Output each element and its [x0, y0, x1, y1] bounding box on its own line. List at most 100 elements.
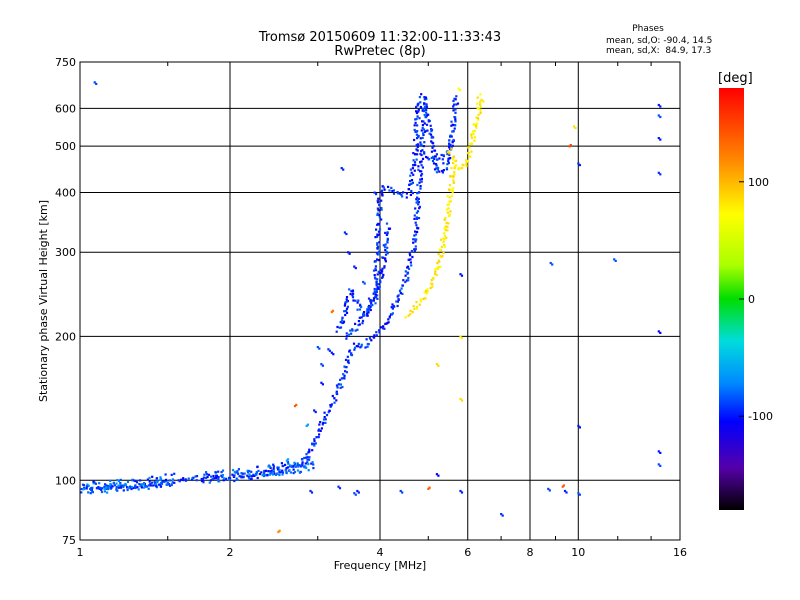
data-point: [384, 253, 388, 256]
data-point: [415, 201, 418, 204]
data-point: [418, 96, 421, 99]
data-point: [441, 171, 444, 174]
data-point: [578, 164, 581, 167]
data-point: [453, 173, 456, 176]
data-point: [96, 486, 99, 490]
data-point: [375, 288, 378, 291]
data-point: [452, 175, 455, 178]
data-point: [284, 469, 287, 472]
data-point: [385, 233, 388, 236]
data-point: [269, 471, 272, 474]
data-point: [657, 330, 660, 333]
colorbar-tick-label: 0: [748, 293, 755, 306]
data-point: [404, 316, 407, 319]
data-point: [298, 471, 301, 474]
data-point: [139, 479, 142, 482]
data-point: [138, 483, 141, 486]
plot-frame: [79, 61, 681, 541]
data-point: [411, 181, 414, 184]
data-point: [379, 279, 382, 282]
data-point: [155, 485, 158, 488]
data-point: [413, 307, 416, 310]
data-point: [551, 263, 554, 266]
y-tick-label: 200: [55, 330, 76, 343]
data-point: [578, 426, 581, 429]
data-point: [477, 107, 480, 110]
data-point: [301, 461, 304, 464]
data-point: [353, 265, 356, 268]
data-point: [471, 130, 474, 133]
data-point: [386, 232, 389, 235]
data-point: [460, 274, 464, 277]
data-point: [414, 207, 417, 210]
data-point: [342, 320, 346, 323]
data-point: [438, 157, 441, 160]
data-point: [402, 191, 405, 194]
data-point: [214, 471, 217, 474]
data-point: [82, 488, 85, 491]
data-point: [420, 180, 423, 183]
data-point: [390, 313, 393, 316]
y-tick-label: 600: [55, 102, 76, 115]
data-point: [356, 489, 359, 493]
data-point: [260, 471, 263, 474]
data-point: [387, 185, 390, 188]
data-point: [281, 464, 284, 468]
data-point: [425, 111, 428, 114]
data-point: [434, 155, 437, 158]
data-point: [256, 465, 259, 469]
data-point: [446, 211, 449, 214]
stats-line-o: mean, sd,O: -90.4, 14.5: [606, 36, 712, 46]
data-point: [345, 298, 348, 301]
data-point: [392, 189, 395, 192]
data-point: [374, 267, 377, 270]
data-point: [448, 214, 451, 218]
data-point: [292, 472, 295, 475]
data-point: [430, 279, 433, 282]
data-point: [418, 207, 421, 210]
data-point: [436, 267, 439, 271]
data-point: [421, 120, 424, 123]
data-point: [430, 150, 433, 153]
data-point: [278, 529, 281, 532]
data-point: [563, 489, 567, 493]
data-point: [406, 266, 409, 269]
data-point: [312, 463, 315, 466]
data-point: [452, 187, 455, 190]
data-point: [374, 260, 377, 263]
data-point: [339, 378, 342, 381]
data-point: [317, 436, 320, 439]
data-point: [432, 162, 436, 165]
data-point: [427, 487, 430, 490]
data-point: [307, 463, 310, 466]
data-point: [425, 292, 428, 295]
data-point: [419, 187, 422, 190]
data-point: [170, 483, 173, 487]
y-tick-label: 500: [55, 140, 76, 153]
data-point: [100, 490, 104, 494]
data-point: [215, 475, 218, 478]
data-point: [412, 238, 415, 241]
data-point: [387, 321, 390, 324]
data-point: [443, 245, 446, 248]
data-point: [148, 476, 151, 479]
data-point: [477, 118, 480, 121]
data-point: [352, 292, 355, 295]
data-point: [344, 301, 347, 304]
data-point: [418, 170, 422, 173]
data-point: [451, 141, 454, 144]
data-point: [237, 468, 240, 471]
data-point: [378, 228, 382, 231]
data-point: [272, 470, 275, 473]
data-point: [374, 269, 377, 272]
data-point: [417, 168, 420, 171]
data-point: [126, 488, 129, 492]
data-point: [333, 397, 336, 400]
data-point: [356, 328, 359, 331]
data-point: [451, 194, 454, 197]
data-point: [659, 464, 662, 467]
data-point: [221, 469, 225, 472]
data-point: [417, 110, 420, 113]
data-point: [439, 249, 443, 252]
data-point: [335, 391, 338, 395]
